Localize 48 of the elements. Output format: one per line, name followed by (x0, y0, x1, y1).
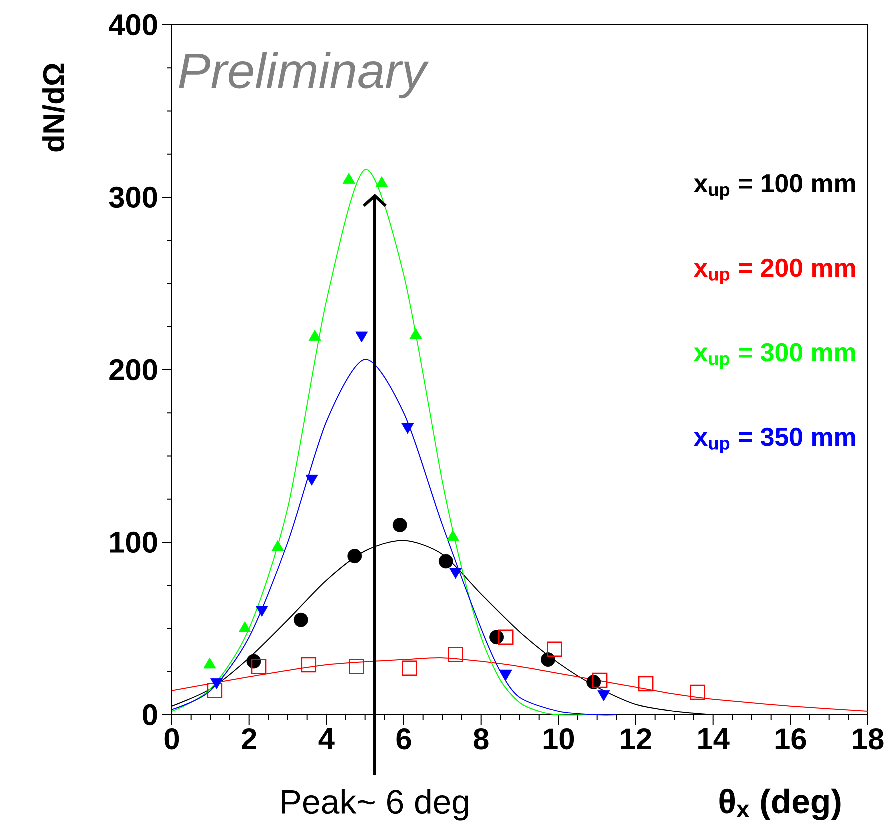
point (251, 659, 267, 674)
x-tick-label: 6 (396, 728, 412, 750)
y-tick-label: 400 (109, 14, 158, 36)
annotation: Peak~ 6 deg (282, 789, 468, 821)
point (376, 176, 388, 188)
line-series (172, 359, 618, 716)
x-tick-label: 16 (776, 728, 806, 750)
x-tick-label: 18 (853, 728, 884, 750)
point (410, 328, 422, 340)
x-tick-label: 0 (164, 728, 180, 750)
x-tick-label: 4 (318, 728, 335, 750)
text: x$_{up}$ = 350 mm (694, 428, 856, 454)
point (294, 612, 308, 628)
point (438, 554, 454, 569)
point (638, 676, 654, 692)
point (690, 684, 706, 700)
x-tick-label: 10 (544, 728, 574, 750)
annotation: Preliminary (179, 52, 430, 99)
text: x$_{up}$ = 200 mm (694, 258, 856, 284)
point (342, 173, 356, 184)
x-tick-label: 8 (474, 728, 489, 750)
y-tick-label: 200 (110, 359, 158, 381)
point (498, 630, 514, 646)
x-axis-title: θ$_{x}$ (deg) (720, 788, 841, 821)
point (446, 530, 460, 542)
point (308, 330, 322, 341)
y-tick-label: 0 (143, 704, 158, 726)
point (448, 646, 464, 662)
point (541, 652, 556, 667)
point (490, 630, 504, 645)
x-tick-label: 12 (621, 728, 652, 750)
text: x$_{up}$ = 100 mm (694, 174, 856, 200)
point (547, 642, 562, 658)
point (592, 672, 608, 688)
point (207, 683, 223, 698)
y-tick-label: 300 (109, 186, 158, 208)
point (301, 657, 317, 673)
y-axis-title: dN/dΩ (42, 64, 65, 152)
point (348, 549, 362, 564)
point (402, 660, 418, 676)
line-series (172, 169, 590, 716)
point (392, 518, 408, 532)
x-tick-label: 2 (242, 728, 256, 750)
x-tick-label: 14 (698, 728, 730, 750)
text: x$_{up}$ = 300 mm (694, 343, 856, 369)
point (349, 659, 364, 674)
y-tick-label: 100 (110, 532, 158, 554)
point (272, 540, 284, 552)
